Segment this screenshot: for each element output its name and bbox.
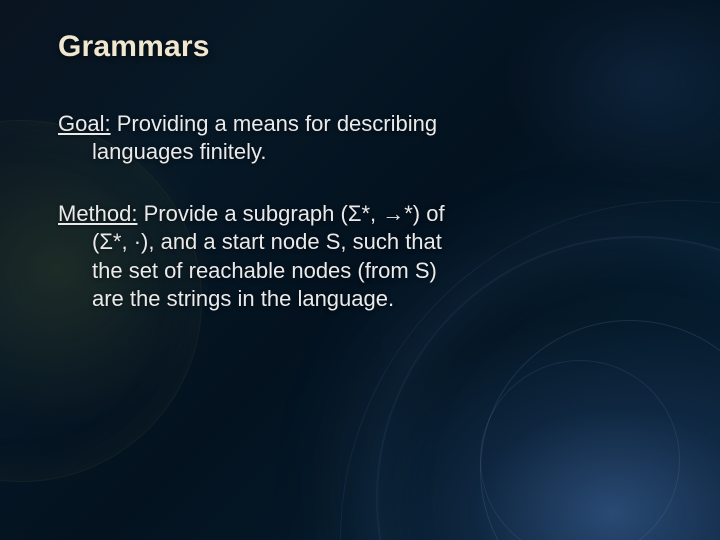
- slide: Grammars Goal: Providing a means for des…: [0, 0, 720, 540]
- method-label: Method:: [58, 201, 138, 226]
- method-text-line4: are the strings in the language.: [58, 285, 662, 313]
- goal-text-line1: Providing a means for describing: [111, 111, 438, 136]
- goal-label: Goal:: [58, 111, 111, 136]
- method-text-line2: (Σ*, ·), and a start node S, such that: [58, 228, 662, 256]
- method-text-line1: Provide a subgraph (Σ*, →*) of: [138, 201, 445, 226]
- method-text-line3: the set of reachable nodes (from S): [58, 257, 662, 285]
- goal-paragraph: Goal: Providing a means for describing l…: [58, 110, 662, 166]
- goal-text-line2: languages finitely.: [58, 138, 662, 166]
- slide-title: Grammars: [58, 30, 662, 64]
- method-paragraph: Method: Provide a subgraph (Σ*, →*) of (…: [58, 200, 662, 313]
